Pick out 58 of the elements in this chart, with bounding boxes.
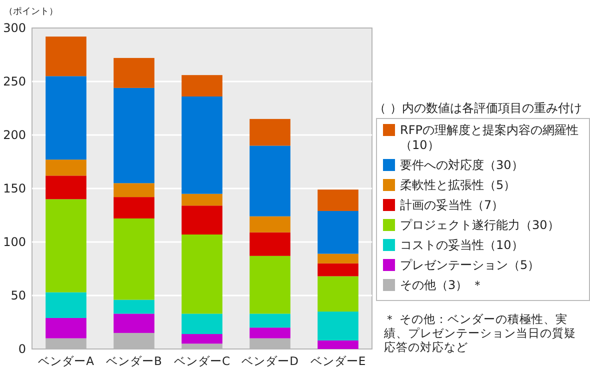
bar (318, 210, 358, 254)
text: ＊ その他：ベンダーの積極性、実績、プレゼンテーション当日の質疑応答の対応など (384, 312, 577, 354)
bar (46, 36, 86, 76)
y-tick-label: 250 (3, 74, 26, 88)
bar (318, 190, 358, 211)
x-tick-label: ベンダーE (310, 354, 366, 368)
bar (46, 76, 86, 160)
legend-label: 要件への対応度（30） (400, 158, 524, 173)
y-tick-label: 100 (3, 235, 26, 249)
legend-label: コストの妥当性（10） (400, 238, 524, 253)
bar (114, 314, 154, 333)
bar (114, 300, 154, 314)
bar (318, 276, 358, 312)
bar (46, 160, 86, 176)
x-tick-label: ベンダーD (242, 354, 299, 368)
legend-label: プレゼンテーション（5） (400, 258, 540, 273)
legend-title: （ ）内の数値は各評価項目の重み付け (374, 100, 582, 117)
bar (182, 75, 222, 96)
bar (318, 340, 358, 349)
bar (250, 146, 290, 216)
bar (250, 314, 290, 328)
y-axis-title: （ポイント） (4, 7, 58, 17)
bar (182, 206, 222, 235)
y-tick-label: 50 (10, 288, 26, 302)
y-tick-label: 200 (3, 128, 26, 142)
bar (318, 312, 358, 340)
bar (182, 96, 222, 194)
bar (182, 314, 222, 334)
y-tick-label: 0 (18, 342, 26, 356)
x-tick-label: ベンダーC (174, 354, 230, 368)
bar (114, 197, 154, 218)
x-tick-label: ベンダーA (38, 354, 94, 368)
bar (250, 328, 290, 338)
bar (182, 194, 222, 206)
legend-label: RFPの理解度と提案内容の網羅性（10） (400, 123, 580, 153)
bar (46, 318, 86, 338)
bar (114, 218, 154, 300)
bar (250, 256, 290, 314)
legend-label: プロジェクト遂行能力（30） (400, 218, 560, 233)
bar (46, 292, 86, 318)
bar (46, 176, 86, 200)
bar (250, 118, 290, 146)
legend-label: 柔軟性と拡張性（5） (400, 178, 516, 193)
y-tick-label: 150 (3, 182, 26, 196)
bar (114, 88, 154, 184)
bar (318, 263, 358, 276)
bar (114, 58, 154, 88)
bar (182, 234, 222, 314)
bar (250, 216, 290, 232)
bar (46, 199, 86, 292)
bar (182, 334, 222, 344)
bar (250, 232, 290, 256)
bar (114, 183, 154, 198)
y-tick-label: 300 (3, 21, 26, 35)
x-tick-label: ベンダーB (106, 354, 162, 368)
bar (318, 254, 358, 264)
legend-label: 計画の妥当性（7） (400, 198, 504, 213)
legend-label: その他（3） ＊ (400, 278, 484, 293)
